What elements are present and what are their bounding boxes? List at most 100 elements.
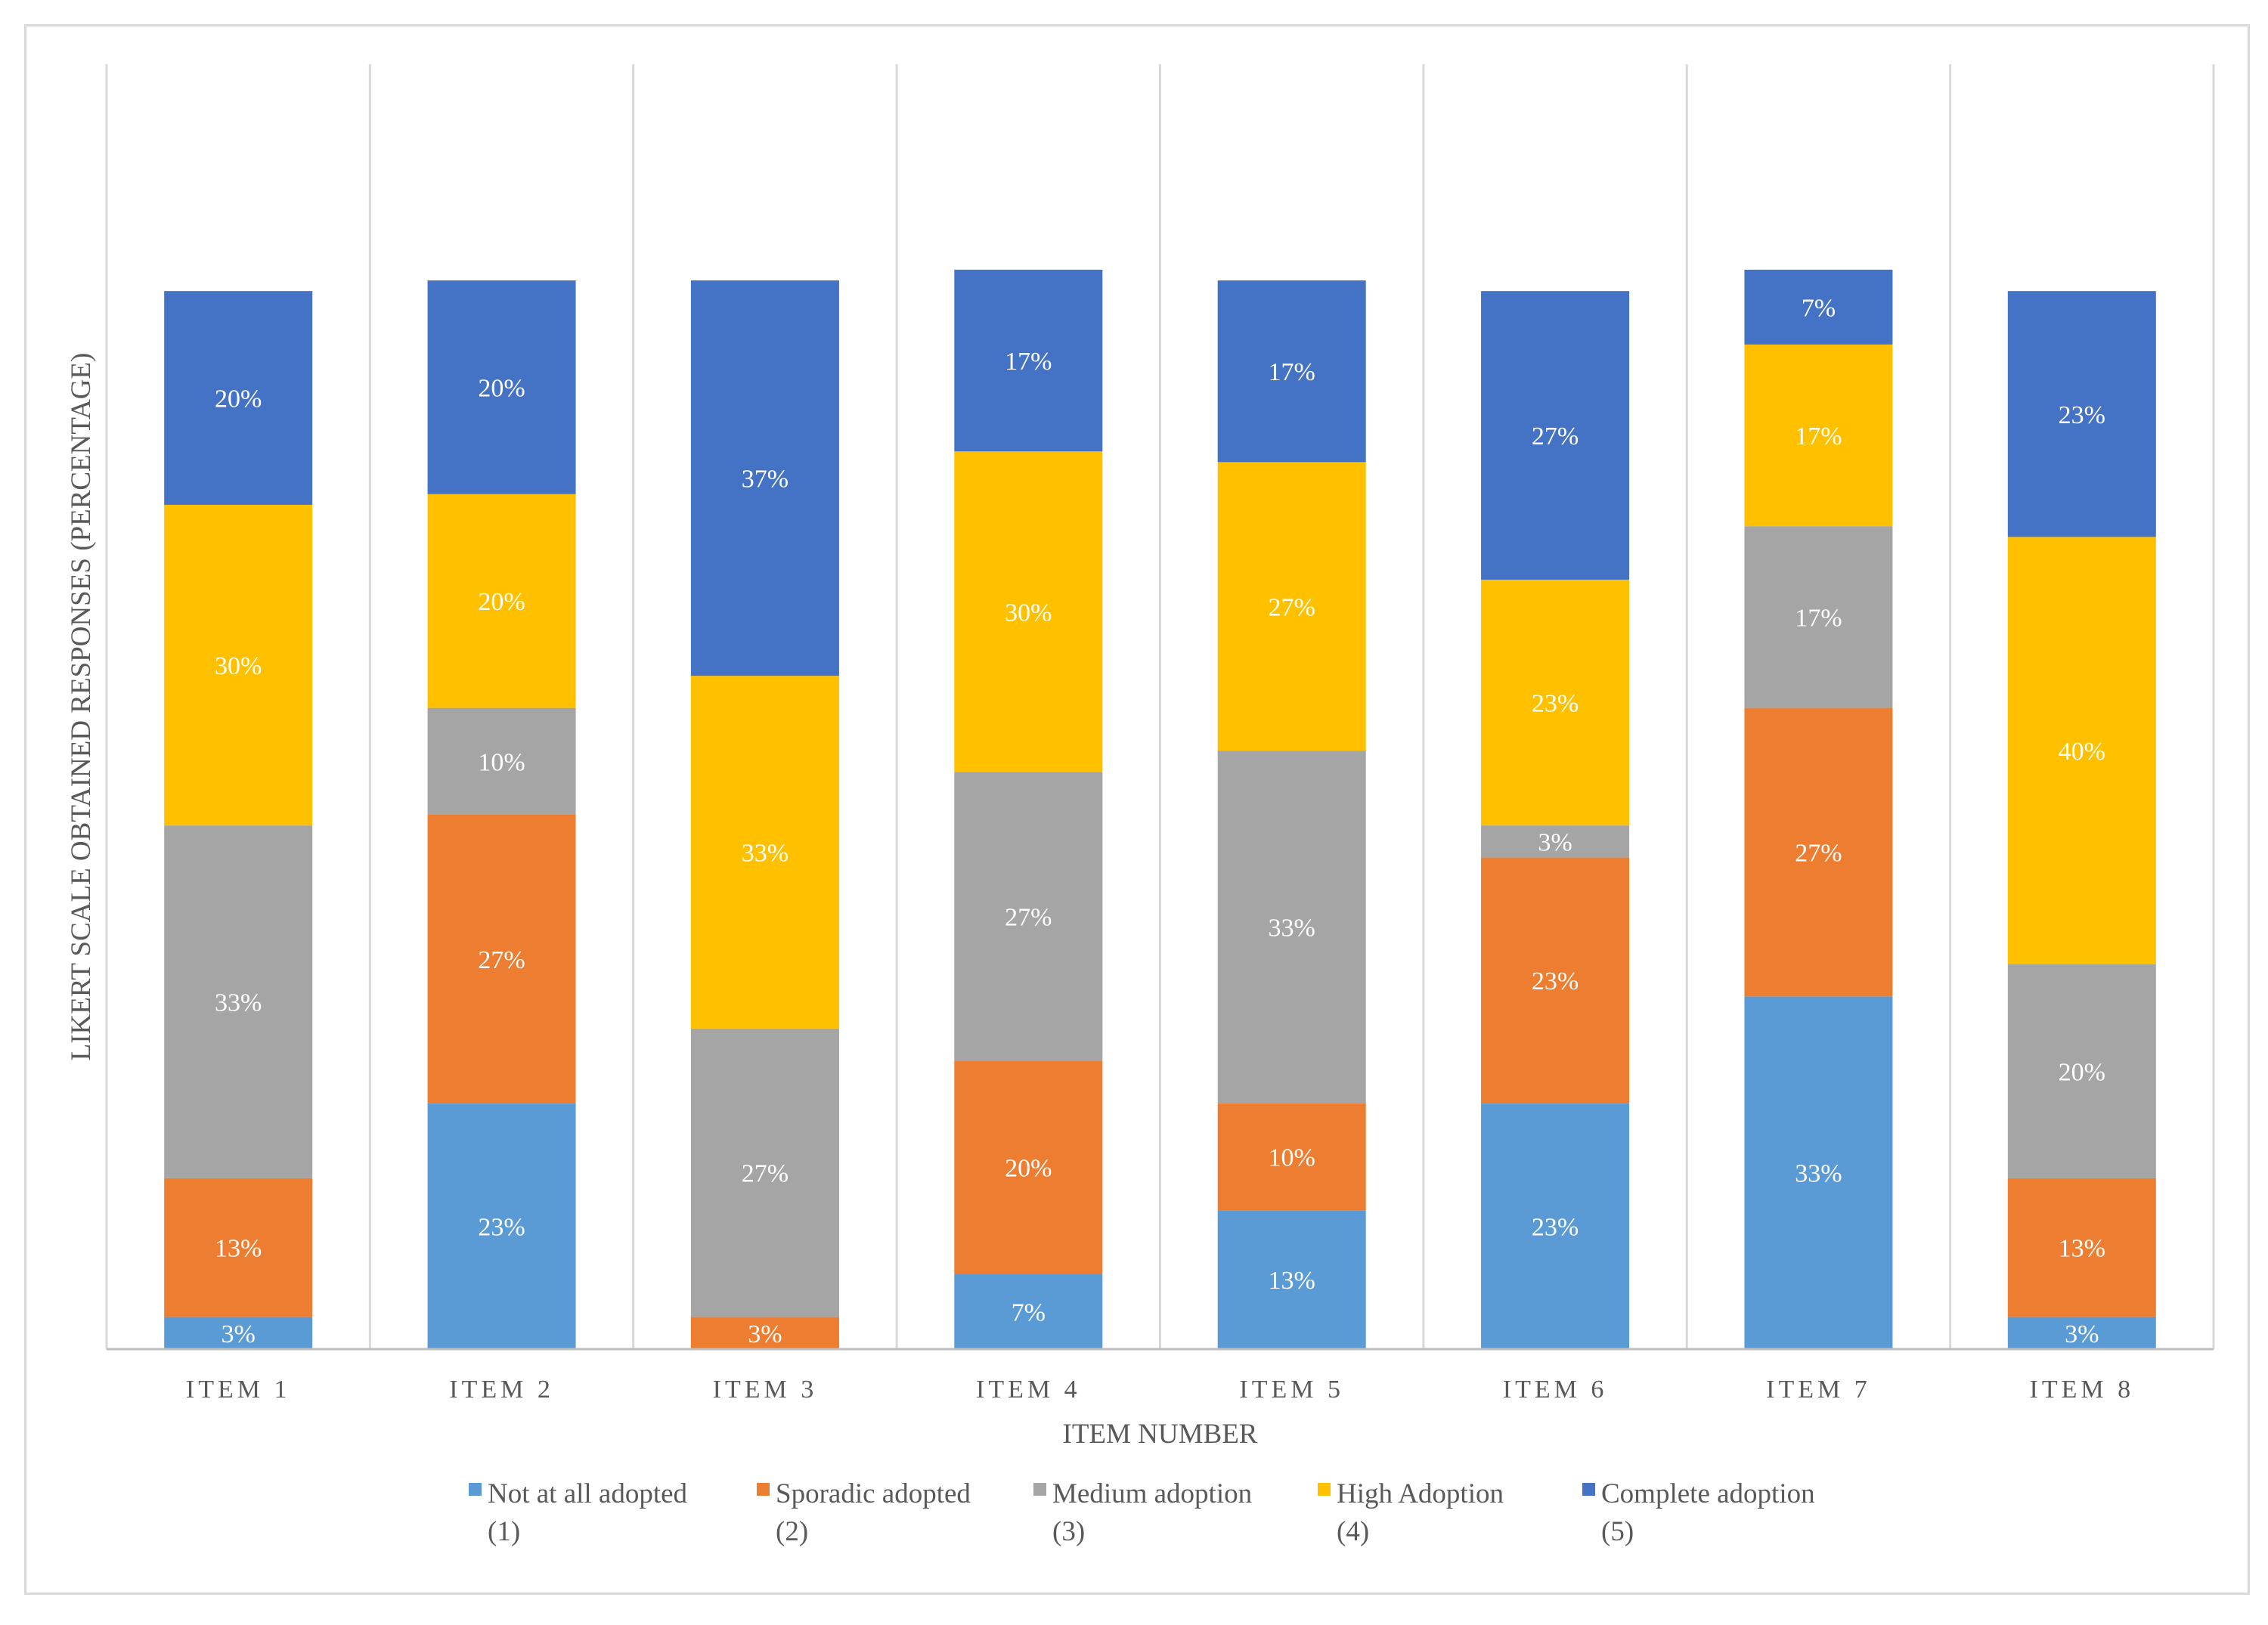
bar-segment — [164, 1317, 313, 1349]
gridlines — [105, 64, 2215, 1349]
bar-segment — [1481, 579, 1630, 826]
data-label: 27% — [1532, 422, 1579, 450]
bar-segment — [1744, 996, 1893, 1349]
data-label: 33% — [1795, 1160, 1842, 1188]
bar-segment — [1481, 825, 1630, 858]
bar-segment — [954, 451, 1103, 772]
legend-swatch — [1033, 1483, 1046, 1496]
data-label: 20% — [478, 588, 525, 616]
data-label: 23% — [1532, 1213, 1579, 1241]
data-label: 33% — [742, 839, 789, 867]
bar-segment — [1217, 280, 1366, 463]
bar-segment — [427, 707, 576, 815]
bar-segment — [690, 676, 839, 1029]
data-label: 30% — [1005, 599, 1052, 627]
data-label: 10% — [1269, 1144, 1315, 1172]
legend-label: Medium adoption — [1052, 1478, 1252, 1509]
bar-segment — [1481, 1103, 1630, 1349]
bar-segment — [2007, 1178, 2156, 1317]
data-label: 17% — [1005, 348, 1052, 376]
bar-segment — [2007, 964, 2156, 1178]
bar-segment — [2007, 537, 2156, 964]
data-label: 13% — [215, 1235, 262, 1263]
bar-segment — [1217, 1210, 1366, 1349]
bar-segment — [1217, 1103, 1366, 1211]
axes: ITEM 1 ITEM 2 ITEM 3 ITEM 4 ITEM 5 ITEM 6 ITEM… — [66, 353, 2214, 1450]
bar-segment — [690, 1317, 839, 1349]
data-label: 20% — [478, 374, 525, 402]
legend-swatch — [469, 1483, 482, 1496]
data-label: 20% — [1005, 1155, 1052, 1183]
data-label: 23% — [478, 1213, 525, 1241]
data-label: 13% — [1269, 1267, 1315, 1295]
data-label: 27% — [1269, 593, 1315, 621]
bar-segment — [954, 269, 1103, 452]
data-label: 23% — [1532, 967, 1579, 995]
data-label: 7% — [1012, 1299, 1046, 1327]
data-label: 3% — [1538, 828, 1572, 856]
data-label: 27% — [1005, 903, 1052, 931]
data-label: 23% — [2059, 401, 2105, 429]
bar-segment — [427, 1103, 576, 1349]
legend-swatch — [1318, 1483, 1331, 1496]
data-label: 7% — [1802, 294, 1836, 322]
bar-segment — [164, 1178, 313, 1317]
bar-segment — [1217, 751, 1366, 1103]
data-label: 3% — [748, 1320, 782, 1348]
data-label: 27% — [478, 946, 525, 974]
legend-code: (3) — [1052, 1516, 1085, 1547]
legend-label: High Adoption — [1337, 1478, 1504, 1509]
bar-segment — [164, 504, 313, 826]
bar-segment — [1481, 291, 1630, 580]
legend: Not at all adopted (1) Sporadic adopted (2)… — [469, 1478, 1815, 1547]
bar-segment — [164, 291, 313, 505]
x-tick-label: ITEM 8 — [2030, 1376, 2135, 1404]
bar-segment — [1744, 344, 1893, 527]
x-tick-label: ITEM 2 — [449, 1376, 554, 1404]
data-label: 20% — [215, 385, 262, 413]
stacked-bar-chart: 3% 13% 33% 30% 20% 23% 27% 10% 20% 20% 3% 27% 33% 37%… — [66, 64, 2215, 1547]
data-label: 17% — [1269, 358, 1315, 386]
bar-segment — [690, 1028, 839, 1317]
x-tick-label: ITEM 5 — [1239, 1376, 1344, 1404]
legend-label: Not at all adopted — [488, 1478, 688, 1509]
bar-segment — [427, 494, 576, 708]
data-label: 13% — [2059, 1235, 2105, 1263]
data-label: 17% — [1795, 422, 1842, 450]
data-label: 3% — [222, 1320, 256, 1348]
data-label: 10% — [478, 748, 525, 776]
legend-swatch — [1582, 1483, 1595, 1496]
data-label: 17% — [1795, 604, 1842, 632]
x-tick-label: ITEM 4 — [976, 1376, 1081, 1404]
legend-label: Sporadic adopted — [776, 1478, 971, 1509]
data-label: 33% — [1269, 914, 1315, 942]
y-axis-title: LIKERT SCALE OBTAINED RESPONSES (PERCENT… — [66, 353, 97, 1061]
bar-segment — [2007, 1317, 2156, 1349]
legend-swatch — [757, 1483, 770, 1496]
bar-segment — [690, 280, 839, 676]
data-label: 3% — [2065, 1320, 2099, 1348]
data-label: 33% — [215, 989, 262, 1017]
legend-code: (1) — [488, 1516, 520, 1547]
x-tick-label: ITEM 6 — [1503, 1376, 1608, 1404]
bar-segment — [427, 815, 576, 1103]
bar-segment — [1744, 707, 1893, 997]
legend-code: (5) — [1601, 1516, 1634, 1547]
data-label: 37% — [742, 466, 789, 494]
x-tick-label: ITEM 3 — [713, 1376, 818, 1404]
legend-code: (2) — [776, 1516, 808, 1547]
x-axis-title: ITEM NUMBER — [1063, 1419, 1258, 1450]
bar-segment — [1217, 462, 1366, 751]
bar-segment — [427, 280, 576, 494]
bar-segment — [1744, 526, 1893, 708]
legend-code: (4) — [1337, 1516, 1369, 1547]
data-label: 20% — [2059, 1058, 2105, 1086]
bar-segment — [954, 1060, 1103, 1275]
data-label: 40% — [2059, 738, 2105, 766]
bar-segment — [954, 1274, 1103, 1349]
legend-label: Complete adoption — [1601, 1478, 1815, 1509]
bar-segment — [1744, 269, 1893, 345]
x-tick-label: ITEM 1 — [186, 1376, 291, 1404]
data-label: 27% — [1795, 839, 1842, 867]
bar-segment — [954, 772, 1103, 1061]
